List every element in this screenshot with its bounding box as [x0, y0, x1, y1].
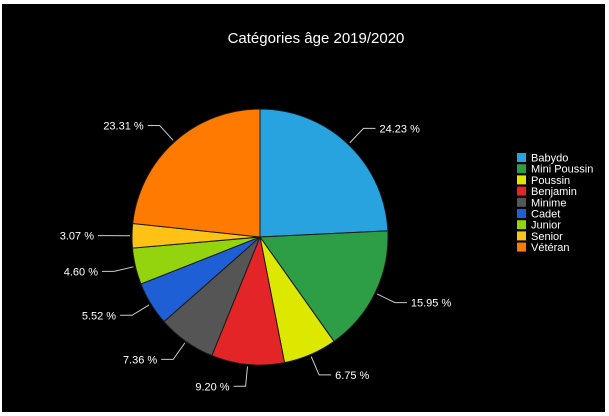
leader-line-minime — [161, 342, 186, 360]
chart-title: Catégories âge 2019/2020 — [228, 30, 405, 47]
legend-swatch-mini-poussin — [517, 164, 526, 174]
slice-label-poussin: 6.75 % — [335, 370, 369, 382]
legend-swatch-minime — [517, 197, 526, 207]
legend-item-poussin[interactable]: Poussin — [531, 175, 570, 187]
legend-swatch-junior — [517, 220, 526, 230]
pie-slices — [131, 108, 389, 366]
legend-item-junior[interactable]: Junior — [531, 220, 561, 232]
slice-label-senior: 3.07 % — [60, 231, 94, 243]
slice-label-cadet: 5.52 % — [82, 310, 116, 322]
label-leader-lines — [98, 125, 407, 387]
legend-swatch-senior — [517, 231, 526, 241]
slice-label-babydo: 24.23 % — [380, 123, 421, 135]
leader-line-veteran — [147, 125, 174, 141]
slice-label-benjamin: 9.20 % — [195, 381, 229, 393]
legend-swatch-veteran — [517, 242, 526, 252]
slice-label-veteran: 23.31 % — [103, 121, 144, 133]
slice-label-mini-poussin: 15.95 % — [411, 298, 452, 310]
leader-line-poussin — [310, 356, 332, 376]
legend-swatch-babydo — [517, 153, 526, 162]
pie-slice-veteran[interactable] — [132, 108, 261, 238]
pie-slice-babydo[interactable] — [259, 108, 389, 238]
legend-item-benjamin[interactable]: Benjamin — [531, 186, 577, 198]
pie-slice-mini-poussin[interactable] — [259, 230, 389, 343]
leader-line-cadet — [120, 304, 150, 316]
slice-labels: 24.23 % 15.95 % 6.75 % 9.20 % 7.36 % 5.52 % 4.… — [60, 121, 452, 394]
leader-line-mini-poussin — [376, 293, 407, 304]
slice-label-junior: 4.60 % — [64, 266, 98, 278]
legend-swatch-poussin — [517, 175, 526, 185]
legend-swatch-benjamin — [517, 186, 526, 196]
leader-line-benjamin — [233, 366, 248, 387]
legend-item-veteran[interactable]: Vétéran — [531, 242, 570, 254]
legend-item-mini-poussin[interactable]: Mini Poussin — [531, 164, 593, 176]
legend-item-cadet[interactable]: Cadet — [531, 209, 560, 221]
legend-item-senior[interactable]: Senior — [531, 231, 563, 243]
leader-line-junior — [102, 266, 134, 272]
legend-item-babydo[interactable]: Babydo — [531, 153, 568, 165]
legend-swatch-cadet — [517, 209, 526, 218]
legend-item-minime[interactable]: Minime — [531, 197, 566, 209]
leader-line-babydo — [349, 127, 376, 144]
slice-label-minime: 7.36 % — [123, 354, 157, 366]
